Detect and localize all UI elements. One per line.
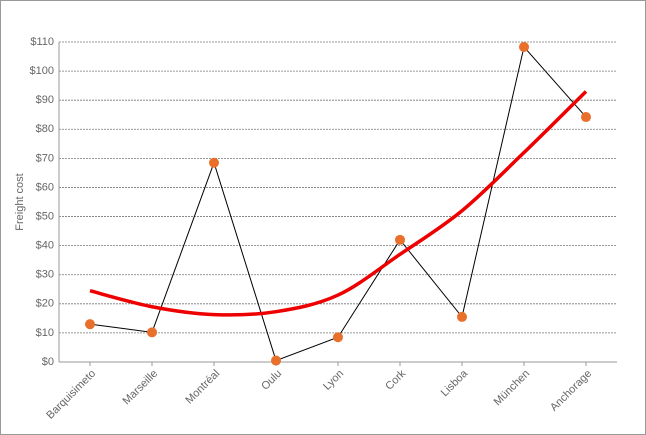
y-axis-label: Freight cost	[14, 173, 26, 230]
marker	[457, 311, 467, 322]
y-tick-label: $30	[36, 269, 54, 281]
y-tick-label: $60	[36, 181, 54, 193]
marker	[395, 234, 405, 245]
marker	[519, 41, 529, 52]
marker	[333, 332, 343, 343]
y-tick-label: $100	[30, 65, 54, 77]
marker	[581, 112, 591, 123]
marker	[209, 157, 219, 168]
y-tick-label: $50	[36, 210, 54, 222]
y-tick-label: $40	[36, 240, 54, 252]
marker	[85, 319, 95, 330]
y-tick-label: $10	[36, 327, 54, 339]
y-tick-label: $110	[30, 36, 54, 48]
marker	[147, 327, 157, 338]
y-tick-label: $90	[36, 94, 54, 106]
marker	[271, 355, 281, 366]
y-tick-label: $20	[36, 298, 54, 310]
y-tick-label: $80	[36, 123, 54, 135]
trend-line	[89, 90, 588, 317]
y-tick-label: $70	[36, 152, 54, 164]
y-tick-label: $0	[42, 356, 54, 368]
